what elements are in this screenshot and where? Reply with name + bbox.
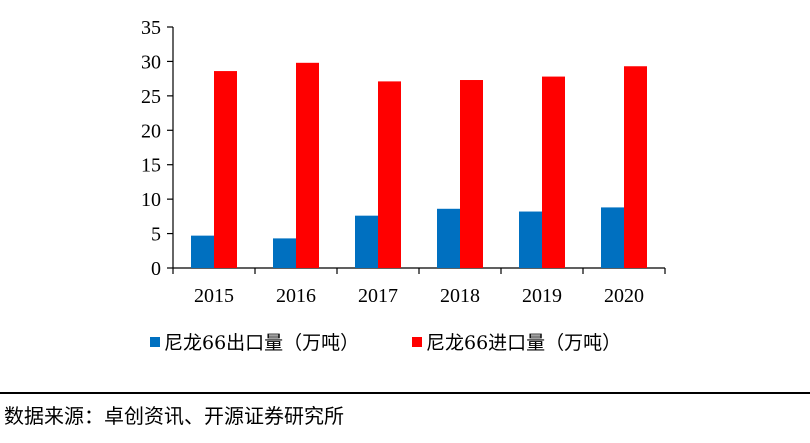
legend-swatch-0 <box>150 337 160 347</box>
import-bar-2015 <box>214 71 237 268</box>
legend-label-1: 尼龙66进口量（万吨） <box>426 332 621 354</box>
bars <box>191 62 647 269</box>
y-tick-label: 25 <box>141 86 161 108</box>
export-bar-2019 <box>519 211 542 268</box>
x-tick-label: 2016 <box>276 285 316 307</box>
export-bar-2017 <box>355 215 378 268</box>
legend: 尼龙66出口量（万吨） 尼龙66进口量（万吨） <box>150 332 621 354</box>
divider <box>0 392 810 394</box>
export-bar-2020 <box>601 207 624 268</box>
import-bar-2017 <box>378 81 401 268</box>
y-tick-label: 15 <box>141 155 161 177</box>
export-bar-2016 <box>273 238 296 268</box>
x-axis: 2015 2016 2017 2018 2019 2020 <box>172 267 666 307</box>
import-bar-2019 <box>542 76 565 268</box>
x-tick-label: 2019 <box>522 285 562 307</box>
y-axis: 0 5 10 15 20 25 30 35 <box>141 17 174 280</box>
import-bar-2020 <box>624 66 647 269</box>
legend-label-0: 尼龙66出口量（万吨） <box>164 332 359 354</box>
x-tick-label: 2018 <box>440 285 480 307</box>
y-tick-label: 5 <box>151 224 161 246</box>
y-tick-label: 10 <box>141 189 161 211</box>
legend-swatch-1 <box>412 337 422 347</box>
export-bar-2018 <box>437 208 460 268</box>
y-tick-label: 0 <box>151 258 161 280</box>
import-bar-2016 <box>296 62 319 269</box>
x-tick-label: 2020 <box>604 285 644 307</box>
x-tick-label: 2015 <box>194 285 234 307</box>
y-tick-label: 30 <box>141 51 161 73</box>
y-tick-label: 35 <box>141 17 161 39</box>
source-note: 数据来源：卓创资讯、开源证券研究所 <box>4 404 344 428</box>
import-bar-2018 <box>460 80 483 269</box>
export-bar-2015 <box>191 235 214 268</box>
x-tick-label: 2017 <box>358 285 398 307</box>
y-tick-label: 20 <box>141 120 161 142</box>
